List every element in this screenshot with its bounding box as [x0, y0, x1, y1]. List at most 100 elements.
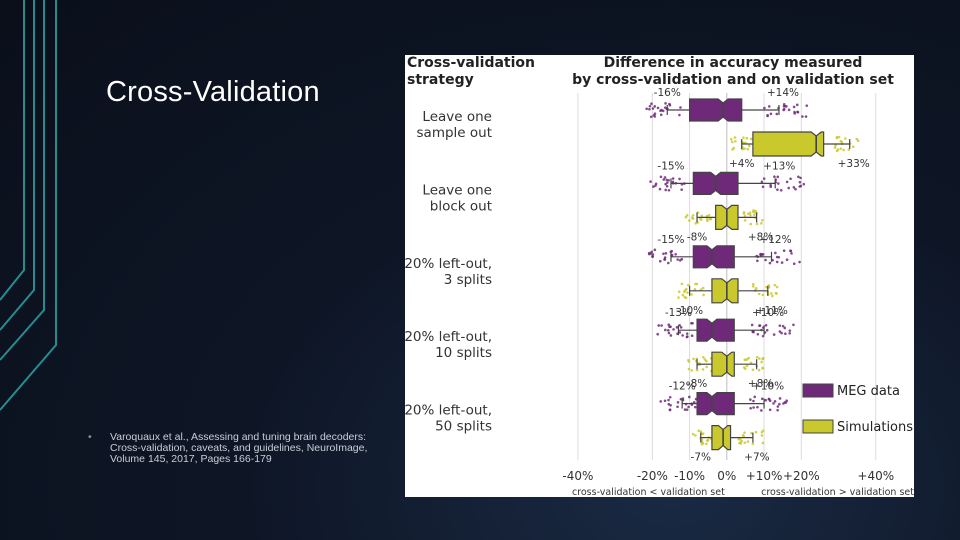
data-point: [751, 368, 755, 372]
data-point: [776, 188, 779, 191]
data-point: [842, 148, 845, 152]
data-point: [683, 408, 687, 411]
data-point: [785, 258, 789, 262]
data-point: [752, 399, 755, 403]
data-point: [792, 323, 795, 327]
data-point: [746, 147, 750, 151]
data-point: [667, 179, 670, 182]
data-point: [687, 405, 690, 409]
data-point: [667, 323, 671, 326]
data-point: [685, 332, 689, 335]
data-point: [840, 140, 844, 144]
data-point: [680, 257, 684, 261]
whisker-high-label: +14%: [767, 87, 799, 99]
x-axis-label-right: cross-validation > validation set: [761, 487, 914, 497]
whisker-high-label: +13%: [763, 160, 795, 172]
data-point: [676, 258, 679, 261]
data-point: [706, 439, 709, 443]
data-point: [692, 400, 696, 404]
data-point: [699, 218, 703, 221]
data-point: [765, 328, 769, 332]
data-point: [693, 288, 697, 291]
legend-label: MEG data: [837, 384, 900, 399]
data-point: [756, 259, 759, 263]
data-point: [667, 402, 671, 406]
data-point: [793, 112, 797, 115]
data-point: [668, 395, 672, 399]
data-point: [680, 188, 683, 191]
row-header: Cross-validation: [407, 55, 535, 71]
data-point: [769, 292, 773, 295]
data-point: [654, 184, 657, 187]
data-point: [787, 108, 791, 112]
whisker-high-label: +10%: [752, 381, 784, 393]
data-point: [686, 335, 689, 338]
data-point: [737, 437, 741, 441]
legend-swatch: [802, 419, 834, 434]
data-point: [752, 209, 755, 212]
data-point: [772, 402, 775, 405]
whisker-low-label: -10%: [676, 305, 703, 317]
whisker-low-label: +4%: [729, 158, 754, 170]
data-point: [730, 140, 734, 144]
data-point: [691, 321, 694, 325]
data-point: [792, 186, 796, 189]
data-point: [777, 182, 780, 185]
data-point: [663, 176, 667, 179]
data-point: [747, 144, 751, 148]
data-point: [773, 175, 776, 179]
data-point: [685, 408, 689, 411]
whisker-low-label: -15%: [657, 234, 684, 246]
data-point: [753, 395, 757, 399]
data-point: [758, 324, 762, 327]
sim-box: [711, 278, 739, 304]
data-point: [855, 137, 859, 141]
data-point: [750, 323, 754, 327]
data-point: [780, 331, 783, 335]
data-point: [783, 326, 787, 330]
data-point: [804, 115, 808, 118]
data-point: [653, 115, 657, 118]
data-point: [742, 136, 745, 140]
data-point: [746, 212, 750, 216]
data-point: [743, 441, 747, 444]
data-point: [684, 215, 688, 219]
data-point: [782, 107, 786, 111]
data-point: [785, 180, 789, 184]
data-point: [783, 105, 787, 108]
data-point: [671, 180, 675, 184]
data-point: [705, 365, 708, 369]
data-point: [679, 326, 683, 329]
data-point: [687, 283, 690, 287]
data-point: [680, 282, 684, 286]
data-point: [749, 406, 752, 410]
chart-title: Difference in accuracy measured: [604, 55, 863, 71]
meg-box: [692, 245, 735, 269]
data-point: [839, 147, 843, 150]
data-point: [763, 106, 766, 110]
data-point: [658, 259, 662, 263]
data-point: [762, 177, 766, 180]
data-point: [761, 429, 765, 433]
data-point: [784, 401, 788, 404]
x-tick-label: 0%: [717, 469, 736, 483]
strategy-label: 20% left-out,: [405, 403, 492, 419]
data-point: [772, 333, 776, 336]
data-point: [734, 139, 737, 143]
data-point: [683, 289, 687, 292]
meg-box: [696, 392, 735, 416]
x-tick-label: +20%: [783, 469, 820, 483]
sim-box: [711, 425, 732, 451]
data-point: [667, 398, 670, 402]
data-point: [847, 148, 851, 151]
data-point: [681, 334, 684, 337]
data-point: [778, 397, 782, 400]
data-point: [694, 434, 697, 437]
legend-swatch: [802, 383, 834, 398]
strategy-label: sample out: [417, 125, 492, 141]
data-point: [691, 432, 695, 436]
data-point: [789, 249, 793, 253]
strategy-label: 10 splits: [435, 345, 492, 361]
data-point: [780, 261, 784, 264]
